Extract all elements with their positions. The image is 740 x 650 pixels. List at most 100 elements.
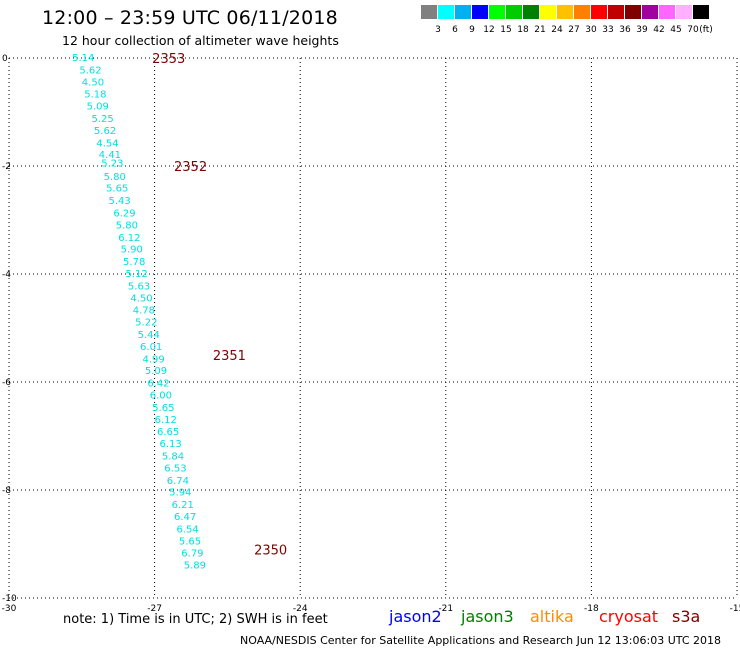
- swh-point: 6.47: [174, 512, 196, 523]
- swh-point: 5.43: [108, 196, 130, 207]
- time-label: 2351: [213, 349, 246, 364]
- y-tick-label: 0: [2, 54, 8, 64]
- swh-point: 6.00: [150, 391, 172, 402]
- time-label: 2350: [254, 543, 287, 558]
- x-tick-label: -30: [2, 604, 17, 614]
- x-tick-label: -27: [147, 604, 162, 614]
- swh-point: 5.80: [104, 172, 126, 183]
- swh-point: 5.18: [84, 90, 106, 101]
- swh-point: 6.01: [140, 342, 162, 353]
- colorbar-swatch: [506, 5, 523, 19]
- colorbar-label: 24: [551, 25, 563, 35]
- y-tick-label: -6: [2, 378, 11, 388]
- page-subtitle: 12 hour collection of altimeter wave hei…: [62, 33, 339, 48]
- colorbar-label: 36: [619, 25, 631, 35]
- legend-altika: altika: [530, 607, 574, 626]
- colorbar-swatch: [574, 5, 591, 19]
- swh-point: 4.41: [99, 150, 121, 161]
- colorbar-swatch: [659, 5, 676, 19]
- colorbar-swatch: [676, 5, 693, 19]
- colorbar-label: 30: [585, 25, 597, 35]
- x-tick-label: -24: [293, 604, 308, 614]
- colorbar-swatch: [421, 5, 438, 19]
- colorbar-label: 9: [469, 25, 475, 35]
- y-tick-label: -10: [2, 594, 17, 604]
- colorbar-swatch: [523, 5, 540, 19]
- swh-point: 4.99: [142, 354, 164, 365]
- swh-point: 5.25: [92, 114, 114, 125]
- swh-point: 6.12: [155, 415, 177, 426]
- y-tick-label: -8: [2, 486, 11, 496]
- legend-s3a: s3a: [672, 607, 701, 626]
- swh-point: 5.80: [116, 220, 138, 231]
- page-title: 12:00 – 23:59 UTC 06/11/2018: [42, 7, 338, 29]
- colorbar-label: 6: [452, 25, 458, 35]
- colorbar-label: 33: [602, 25, 614, 35]
- swh-point: 4.50: [130, 293, 152, 304]
- legend-jason2: jason2: [389, 607, 442, 626]
- colorbar-label: 15: [500, 25, 512, 35]
- colorbar-label: 12: [483, 25, 495, 35]
- swh-point: 6.42: [147, 379, 169, 390]
- swh-point: 6.53: [164, 463, 186, 474]
- colorbar-swatch: [438, 5, 455, 19]
- swh-point: 4.50: [82, 77, 104, 88]
- swh-point: 4.54: [96, 138, 118, 149]
- y-tick-label: -2: [2, 162, 11, 172]
- swh-point: 6.21: [172, 500, 194, 511]
- swh-point: 5.23: [101, 158, 123, 169]
- swh-point: 5.09: [145, 366, 167, 377]
- swh-point: 5.44: [138, 330, 160, 341]
- swh-point: 6.12: [118, 233, 140, 244]
- swh-point: 5.12: [125, 269, 147, 280]
- swh-point: 6.79: [181, 549, 203, 560]
- credit-line: NOAA/NESDIS Center for Satellite Applica…: [240, 634, 722, 647]
- swh-point: 5.65: [179, 536, 201, 547]
- colorbar-swatch: [693, 5, 710, 19]
- colorbar-label: 18: [517, 25, 529, 35]
- time-label: 2352: [174, 160, 207, 175]
- colorbar-swatch: [489, 5, 506, 19]
- swh-point: 5.09: [87, 102, 109, 113]
- colorbar-swatch: [642, 5, 659, 19]
- swh-point: 5.62: [94, 126, 116, 137]
- colorbar-label: 45: [670, 25, 682, 35]
- time-label: 2353: [152, 52, 185, 67]
- swh-point: 5.89: [184, 561, 206, 572]
- swh-point: 6.13: [159, 439, 181, 450]
- colorbar-label: 70: [687, 25, 699, 35]
- swh-point: 5.84: [162, 452, 184, 463]
- colorbar-swatch: [608, 5, 625, 19]
- colorbar-label: 3: [435, 25, 441, 35]
- colorbar-swatch: [472, 5, 489, 19]
- colorbar-swatch: [625, 5, 642, 19]
- swh-point: 5.78: [123, 257, 145, 268]
- colorbar-unit: (ft): [699, 25, 713, 35]
- x-tick-label: -21: [438, 604, 453, 614]
- legend-cryosat: cryosat: [599, 607, 659, 626]
- swh-point: 4.78: [133, 306, 155, 317]
- swh-point: 6.74: [167, 476, 189, 487]
- colorbar-swatch: [557, 5, 574, 19]
- swh-point: 5.14: [72, 53, 94, 64]
- swh-point: 6.54: [176, 524, 198, 535]
- footer-note: note: 1) Time is in UTC; 2) SWH is in fe…: [63, 612, 328, 627]
- swh-point: 5.94: [169, 488, 191, 499]
- swh-point: 5.90: [121, 245, 143, 256]
- colorbar-swatch: [540, 5, 557, 19]
- colorbar-swatch: [591, 5, 608, 19]
- swh-point: 5.62: [79, 65, 101, 76]
- swh-point: 5.65: [106, 184, 128, 195]
- colorbar-swatch: [455, 5, 472, 19]
- x-tick-label: -18: [584, 604, 599, 614]
- colorbar-label: 42: [653, 25, 665, 35]
- colorbar-label: 21: [534, 25, 546, 35]
- swh-point: 5.63: [128, 281, 150, 292]
- colorbar-label: 39: [636, 25, 648, 35]
- swh-point: 6.65: [157, 427, 179, 438]
- swh-point: 5.65: [152, 403, 174, 414]
- y-tick-label: -4: [2, 270, 11, 280]
- x-tick-label: -15: [730, 604, 740, 614]
- legend-jason3: jason3: [461, 607, 514, 626]
